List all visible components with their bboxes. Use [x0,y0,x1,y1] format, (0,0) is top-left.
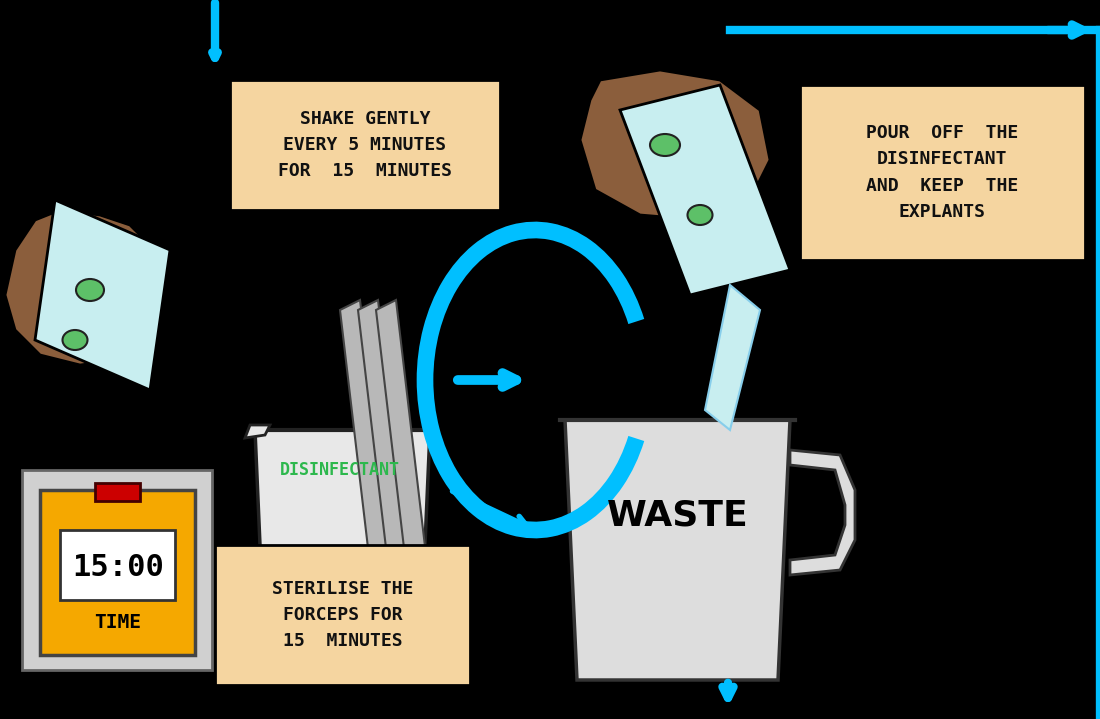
Text: POUR  OFF  THE
DISINFECTANT
AND  KEEP  THE
EXPLANTS: POUR OFF THE DISINFECTANT AND KEEP THE E… [867,124,1019,221]
Text: SHAKE GENTLY
EVERY 5 MINUTES
FOR  15  MINUTES: SHAKE GENTLY EVERY 5 MINUTES FOR 15 MINU… [278,109,452,180]
FancyBboxPatch shape [800,85,1085,260]
Ellipse shape [650,134,680,156]
FancyBboxPatch shape [230,80,500,210]
Polygon shape [620,85,790,295]
Polygon shape [790,450,855,575]
FancyBboxPatch shape [214,545,470,685]
Ellipse shape [63,330,88,350]
Text: STERILISE THE
FORCEPS FOR
15  MINUTES: STERILISE THE FORCEPS FOR 15 MINUTES [272,580,414,651]
FancyBboxPatch shape [40,490,195,655]
Text: 15:00: 15:00 [73,552,164,582]
Polygon shape [580,70,770,220]
Text: WASTE: WASTE [607,498,749,532]
Ellipse shape [76,279,104,301]
Polygon shape [565,420,790,680]
Polygon shape [35,200,170,390]
Text: DISINFECTANT: DISINFECTANT [280,461,400,479]
Polygon shape [255,430,430,660]
FancyBboxPatch shape [95,483,140,501]
Polygon shape [705,285,760,430]
Polygon shape [6,210,159,365]
Polygon shape [376,300,436,650]
Polygon shape [340,300,400,650]
FancyBboxPatch shape [60,530,175,600]
Ellipse shape [688,205,713,225]
Polygon shape [245,425,270,438]
Text: TIME: TIME [95,613,142,633]
FancyBboxPatch shape [22,470,212,670]
Polygon shape [358,300,418,650]
